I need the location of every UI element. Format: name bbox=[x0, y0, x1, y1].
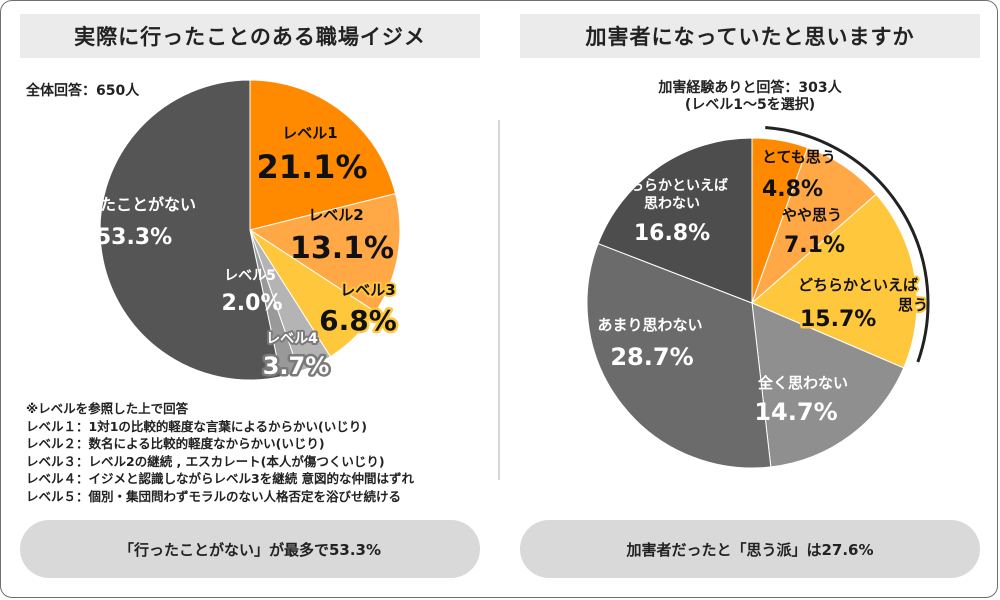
left-pie-slice-1-value: 13.1% bbox=[290, 231, 394, 266]
right-pie-slice-3-label: 全く思わない bbox=[757, 374, 848, 392]
right-note-line-2: (レベル1～5を選択) bbox=[684, 97, 816, 113]
legend-level-4: レベル４：イジメと認識しながらレベル3を継続 意図的な仲間はずれ bbox=[26, 471, 415, 486]
right-pie-slice-5-value: 16.8% bbox=[634, 221, 710, 246]
right-pie-agree-bracket-arc bbox=[765, 126, 930, 363]
right-pie-slice-0-label: とても思う bbox=[762, 148, 836, 166]
right-pie-slice-1-value: 7.1% bbox=[784, 233, 845, 258]
right-panel: 加害者になっていたと思いますか 加害経験ありと回答：303人 (レベル1～5を選… bbox=[500, 0, 1000, 600]
left-pie-slice-0-value: 21.1% bbox=[256, 148, 367, 186]
right-pie-slice-4-value: 28.7% bbox=[610, 343, 693, 371]
right-chart-title: 加害者になっていたと思いますか bbox=[520, 14, 980, 58]
left-pie-slice-4-value: 2.0% bbox=[221, 291, 282, 316]
left-pie-slice-2-value: 6.8% bbox=[319, 304, 397, 337]
legend-level-2: レベル２：数名による比較的軽度なからかい(いじり) bbox=[26, 436, 325, 451]
left-respondent-count: 全体回答：650人 bbox=[26, 83, 140, 99]
left-pie-slice-3-value: 3.7% bbox=[263, 352, 330, 380]
left-pie-chart: レベル1 21.1% レベル2 13.1% レベル3 6.8%レベル4 3.7% レベル5 2.… bbox=[67, 79, 401, 383]
right-pie-slice-2-label-0: どちらかといえば bbox=[798, 276, 918, 294]
left-pie-slice-5 bbox=[99, 79, 282, 381]
legend-note: ※レベルを参照した上で回答 bbox=[26, 401, 189, 416]
left-summary-pill: 「行ったことがない」が最多で53.3% bbox=[20, 520, 480, 578]
right-pie-slice-4-label: あまり思わない bbox=[597, 316, 702, 334]
right-respondent-note: 加害経験ありと回答：303人 (レベル1～5を選択) bbox=[500, 80, 1000, 114]
level-legend: ※レベルを参照した上で回答 レベル１：1対1の比較的軽度な言葉によるからかい(い… bbox=[26, 400, 414, 505]
right-pie-slice-4 bbox=[586, 242, 772, 469]
right-note-line-1: 加害経験ありと回答：303人 bbox=[658, 80, 842, 96]
right-pie-slice-1-label: やや思う bbox=[782, 206, 842, 224]
right-pie-slice-5-label-1: 思わない bbox=[644, 196, 700, 212]
right-pie-slice-3-value: 14.7% bbox=[754, 398, 837, 426]
right-pie-slice-3 bbox=[751, 302, 905, 468]
right-pie-slice-2-value: 15.7% bbox=[800, 307, 876, 332]
left-pie-slice-5-value: 53.3% bbox=[96, 225, 172, 250]
left-pie-slice-0-label: レベル1 bbox=[282, 124, 337, 142]
right-summary-pill: 加害者だったと「思う派」は27.6% bbox=[520, 520, 980, 578]
left-chart-title: 実際に行ったことのある職場イジメ bbox=[20, 14, 480, 58]
left-panel: 実際に行ったことのある職場イジメ 全体回答：650人 レベル1 21.1% レベル2… bbox=[20, 14, 480, 578]
right-pie-slice-5 bbox=[597, 137, 753, 304]
left-pie-slice-4-label: レベル5 bbox=[224, 268, 276, 284]
left-pie-slice-2-label: レベル3 bbox=[340, 281, 395, 299]
legend-level-5: レベル５：個別・集団問わずモラルのない人格否定を浴びせ続ける bbox=[26, 488, 402, 504]
left-pie-slice-0 bbox=[249, 79, 397, 231]
right-pie-slice-2-label-1: 思う bbox=[898, 296, 928, 314]
legend-level-1: レベル１：1対1の比較的軽度な言葉によるからかい(いじり) bbox=[26, 418, 367, 434]
left-pie-slice-5-label: 行ったことがない bbox=[67, 195, 196, 214]
legend-level-3: レベル３：レベル2の継続 , エスカレート(本人が傷つくいじり) bbox=[26, 453, 385, 469]
panel-divider bbox=[498, 120, 500, 480]
right-pie-slice-2 bbox=[751, 193, 918, 369]
left-pie-slice-1-label: レベル2 bbox=[308, 206, 363, 224]
right-pie-slice-0-value: 4.8% bbox=[762, 177, 823, 202]
left-pie-slice-3-label: レベル4 bbox=[266, 331, 318, 347]
left-pie-slice-1 bbox=[248, 193, 401, 313]
right-pie-slice-5-label-0: どちらかといえば bbox=[616, 178, 728, 194]
